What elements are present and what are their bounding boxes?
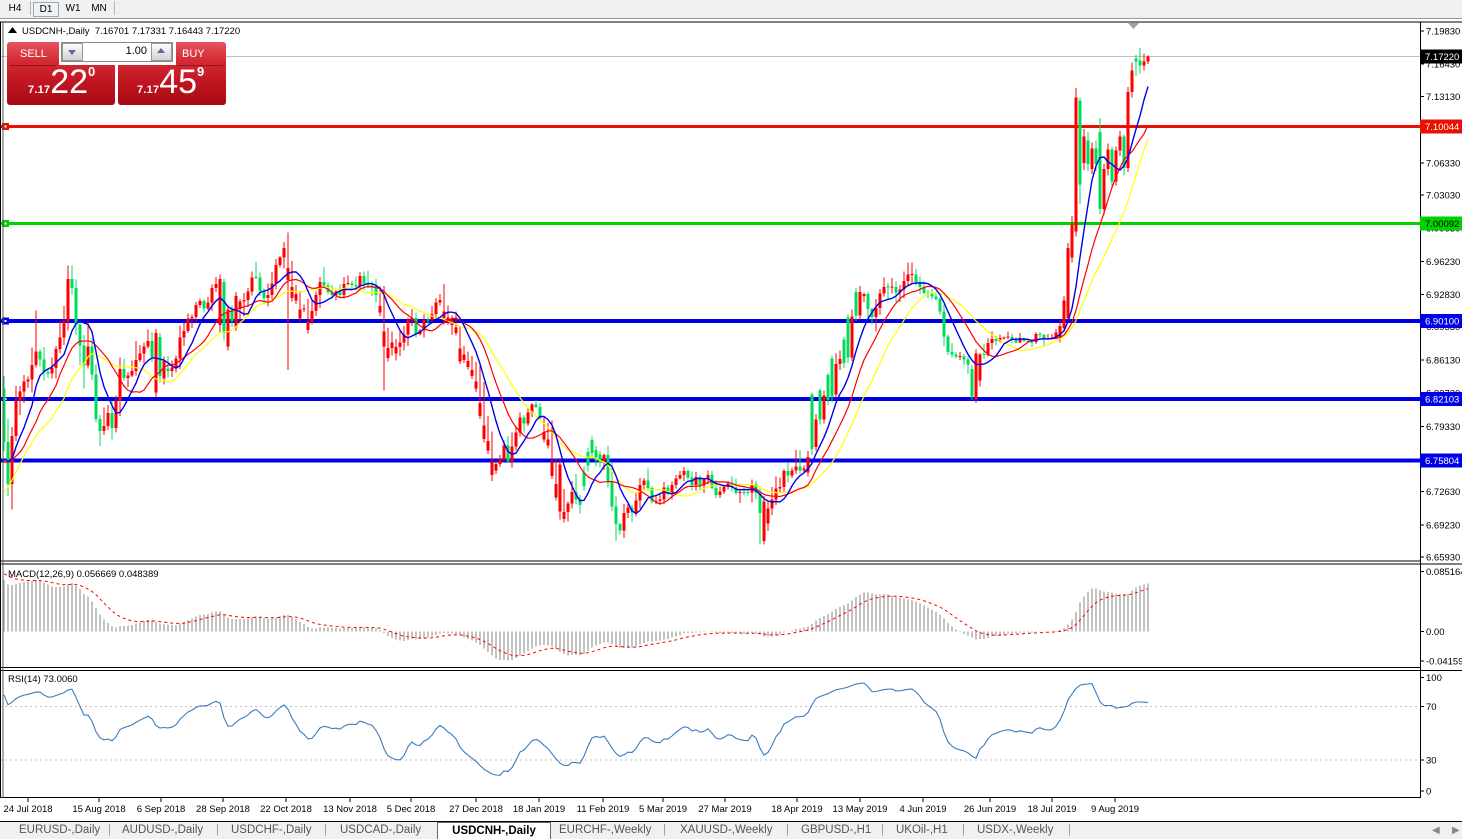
svg-text:0.00: 0.00 — [1426, 627, 1445, 638]
svg-text:26 Jun 2019: 26 Jun 2019 — [964, 804, 1016, 815]
svg-text:6.90100: 6.90100 — [1425, 317, 1459, 328]
svg-text:13 May 2019: 13 May 2019 — [833, 804, 888, 815]
svg-text:7.17220: 7.17220 — [1425, 52, 1459, 63]
svg-text:MACD(12,26,9) 0.056669 0.04838: MACD(12,26,9) 0.056669 0.048389 — [8, 569, 159, 580]
svg-text:13 Nov 2018: 13 Nov 2018 — [323, 804, 377, 815]
svg-text:0: 0 — [1426, 787, 1431, 798]
svg-text:6.69230: 6.69230 — [1426, 520, 1460, 531]
svg-text:7.10044: 7.10044 — [1425, 122, 1459, 133]
svg-text:6.96230: 6.96230 — [1426, 257, 1460, 268]
svg-text:7.06330: 7.06330 — [1426, 158, 1460, 169]
svg-text:22 Oct 2018: 22 Oct 2018 — [260, 804, 312, 815]
svg-text:100: 100 — [1426, 673, 1442, 684]
svg-text:6 Sep 2018: 6 Sep 2018 — [137, 804, 186, 815]
svg-text:9 Aug 2019: 9 Aug 2019 — [1091, 804, 1139, 815]
svg-text:28 Sep 2018: 28 Sep 2018 — [196, 804, 250, 815]
svg-text:6.75804: 6.75804 — [1425, 456, 1459, 467]
svg-text:USDCNH-,Daily 7.16701 7.17331: USDCNH-,Daily 7.16701 7.17331 7.16443 7.… — [22, 26, 240, 37]
svg-text:-0.041597: -0.041597 — [1426, 657, 1462, 668]
svg-text:6.65930: 6.65930 — [1426, 553, 1460, 564]
svg-text:5 Dec 2018: 5 Dec 2018 — [387, 804, 436, 815]
svg-text:11 Feb 2019: 11 Feb 2019 — [577, 804, 630, 815]
svg-text:18 Jul 2019: 18 Jul 2019 — [1027, 804, 1076, 815]
svg-text:27 Dec 2018: 27 Dec 2018 — [449, 804, 503, 815]
svg-text:6.86130: 6.86130 — [1426, 355, 1460, 366]
svg-text:70: 70 — [1426, 702, 1437, 713]
svg-text:7.13130: 7.13130 — [1426, 92, 1460, 103]
svg-text:0.085164: 0.085164 — [1426, 567, 1462, 578]
svg-text:7.03030: 7.03030 — [1426, 191, 1460, 202]
svg-text:7.19830: 7.19830 — [1426, 27, 1460, 38]
svg-text:6.82103: 6.82103 — [1425, 395, 1459, 406]
svg-text:6.79330: 6.79330 — [1426, 422, 1460, 433]
svg-text:15 Aug 2018: 15 Aug 2018 — [72, 804, 125, 815]
svg-text:6.92830: 6.92830 — [1426, 290, 1460, 301]
svg-text:18 Jan 2019: 18 Jan 2019 — [513, 804, 565, 815]
svg-text:7.16430: 7.16430 — [1426, 60, 1460, 71]
svg-text:RSI(14) 73.0060: RSI(14) 73.0060 — [8, 674, 78, 685]
svg-text:24 Jul 2018: 24 Jul 2018 — [3, 804, 52, 815]
svg-text:7.00092: 7.00092 — [1425, 219, 1459, 230]
svg-text:6.72630: 6.72630 — [1426, 487, 1460, 498]
svg-text:18 Apr 2019: 18 Apr 2019 — [771, 804, 822, 815]
svg-text:4 Jun 2019: 4 Jun 2019 — [899, 804, 946, 815]
svg-text:30: 30 — [1426, 756, 1437, 767]
svg-text:27 Mar 2019: 27 Mar 2019 — [698, 804, 751, 815]
svg-text:5 Mar 2019: 5 Mar 2019 — [639, 804, 687, 815]
